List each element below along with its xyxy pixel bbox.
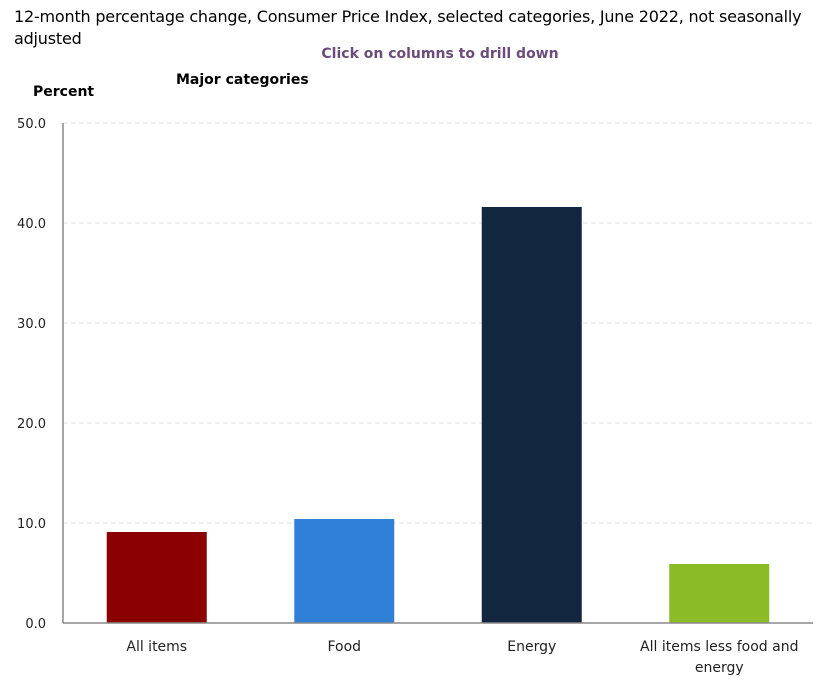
y-tick-label: 50.0 — [17, 117, 46, 132]
chart-title: 12-month percentage change, Consumer Pri… — [14, 7, 802, 48]
y-tick-label: 10.0 — [17, 517, 46, 532]
x-category-label: All items less food and — [640, 639, 798, 655]
bar-food[interactable] — [294, 519, 395, 623]
x-category-label: All items — [126, 639, 187, 655]
chart-subtitle: Click on columns to drill down — [321, 46, 559, 62]
bar-all-items[interactable] — [106, 532, 207, 623]
bar-all-items-less-food-and-energy[interactable] — [669, 564, 770, 623]
y-axis-label: Percent — [33, 84, 95, 100]
x-category-label: Food — [327, 639, 361, 655]
y-tick-label: 30.0 — [17, 317, 46, 332]
y-tick-label: 0.0 — [25, 617, 46, 632]
section-label: Major categories — [176, 72, 309, 88]
bar-energy[interactable] — [481, 207, 582, 623]
x-category-label: Energy — [507, 639, 556, 655]
y-tick-label: 40.0 — [17, 217, 46, 232]
x-category-label: energy — [695, 660, 744, 676]
y-tick-label: 20.0 — [17, 417, 46, 432]
